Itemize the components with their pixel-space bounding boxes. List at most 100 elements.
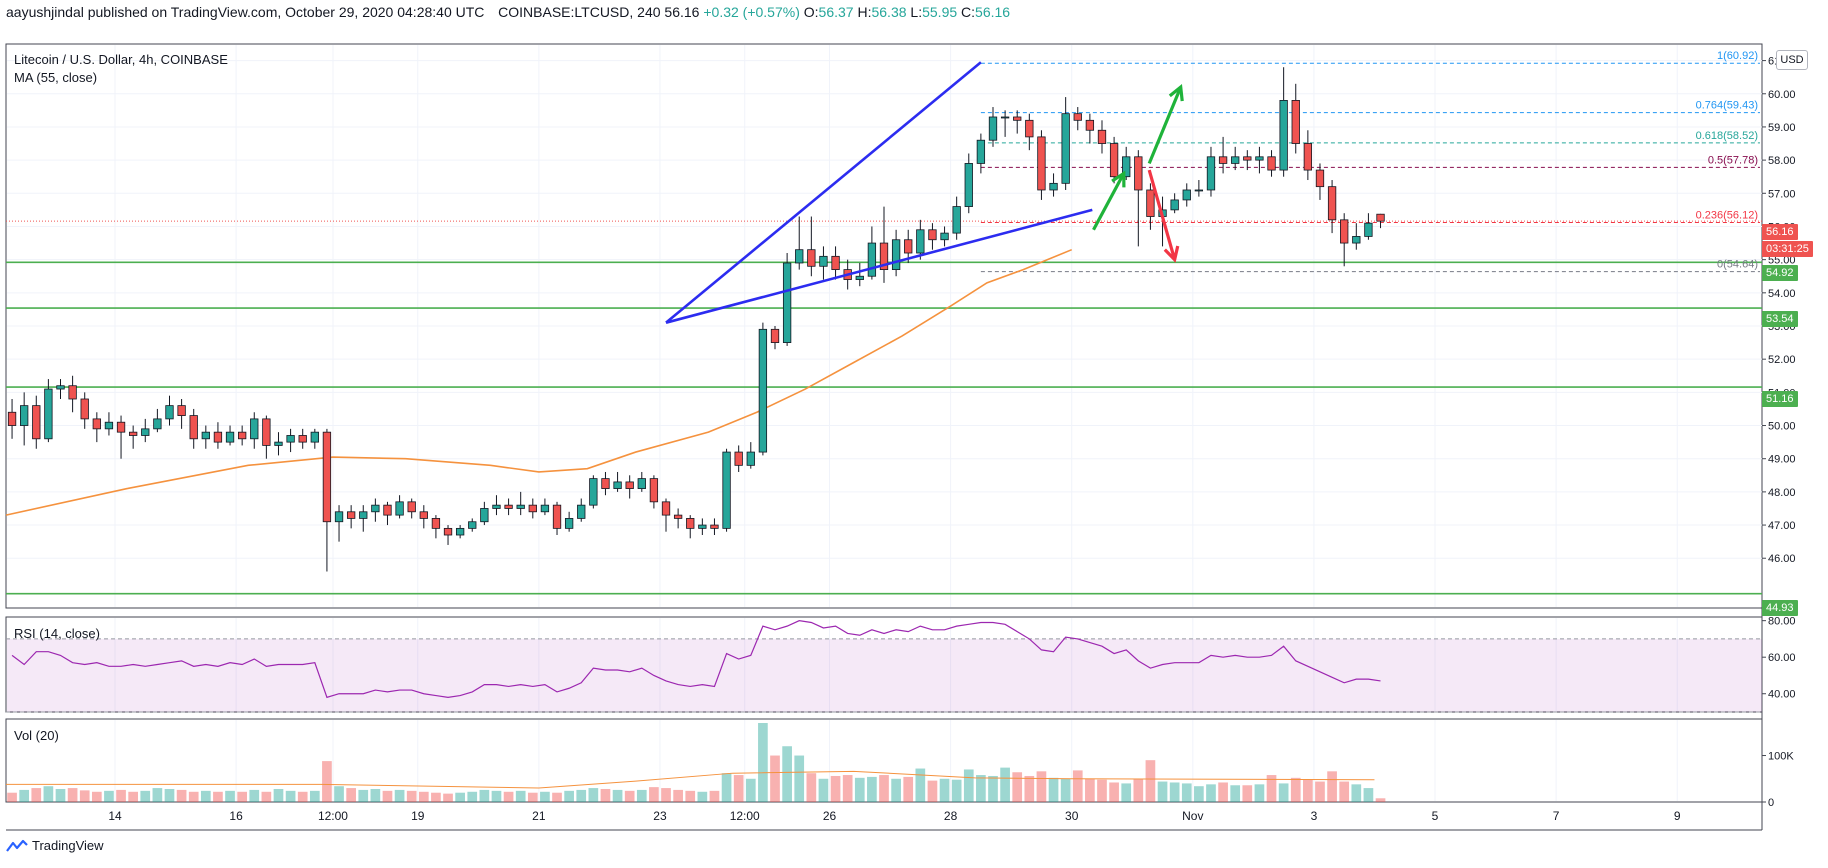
candle-body	[213, 431, 223, 443]
volume-bar	[104, 790, 114, 802]
fib-level-label: 0.764(59.43)	[1696, 100, 1758, 112]
candle-body	[601, 478, 610, 489]
candle-body	[1061, 113, 1070, 184]
close-label: C:	[961, 4, 976, 20]
open-label: O:	[803, 4, 819, 20]
candle-body	[153, 418, 162, 430]
candle-body	[56, 385, 65, 390]
candle-body	[237, 431, 247, 440]
high-value: 56.38	[871, 4, 907, 20]
legend-rsi[interactable]: RSI (14, close)	[14, 626, 100, 641]
legend-main[interactable]: Litecoin / U.S. Dollar, 4h, COINBASE	[14, 52, 228, 67]
candle-body	[359, 511, 368, 519]
up-arrow	[1092, 172, 1126, 231]
candle-body	[1255, 156, 1264, 161]
y-tick-label: 46.00	[1768, 553, 1796, 565]
candle-body	[1194, 189, 1204, 192]
author[interactable]: aayushjindal	[6, 4, 84, 20]
volume-bar	[758, 723, 768, 802]
candle-body	[1073, 113, 1082, 121]
volume-bar	[358, 789, 369, 802]
candle-body	[419, 511, 428, 519]
y-tick-label: 58.00	[1768, 155, 1796, 167]
x-tick-label: 19	[411, 809, 425, 823]
tradingview-logo-icon[interactable]	[6, 839, 28, 853]
volume-bar	[721, 773, 732, 802]
candle-body	[734, 451, 743, 466]
candle-body	[831, 255, 840, 270]
candle-body	[189, 415, 198, 440]
volume-bar	[116, 789, 126, 802]
volume-bar	[515, 790, 526, 802]
volume-bar	[370, 788, 381, 802]
candle-body	[1122, 156, 1131, 178]
footer: TradingView	[6, 838, 104, 853]
candle-body	[1364, 222, 1373, 237]
volume-ma-line	[6, 770, 1375, 789]
candle-body	[322, 431, 332, 523]
footer-brand[interactable]: TradingView	[32, 838, 104, 853]
candle-body	[274, 441, 283, 446]
candle-body	[1352, 236, 1361, 244]
volume-bar	[976, 775, 986, 802]
volume-bar	[649, 787, 659, 802]
volume-bar	[1266, 775, 1277, 802]
volume-bar	[43, 786, 54, 802]
volume-bar	[309, 790, 320, 802]
candle-body	[1109, 143, 1119, 178]
volume-bar	[213, 791, 223, 802]
candle-body	[552, 504, 562, 529]
legend-volume[interactable]: Vol (20)	[14, 728, 59, 743]
volume-bar	[1254, 784, 1265, 802]
candle-body	[807, 249, 816, 267]
volume-bar	[273, 788, 284, 802]
candle-body	[613, 481, 622, 489]
x-tick-label: 21	[532, 809, 546, 823]
volume-bar	[661, 788, 671, 802]
volume-bar	[91, 791, 102, 802]
volume-bar	[782, 746, 792, 802]
candle-body	[758, 328, 768, 453]
candle-body	[1315, 169, 1325, 188]
volume-bar	[527, 792, 538, 802]
candle-body	[516, 504, 525, 509]
y-tick-label: 47.00	[1768, 520, 1796, 532]
candle-body	[455, 527, 465, 536]
candle-body	[964, 163, 973, 207]
legend-ma[interactable]: MA (55, close)	[14, 70, 98, 85]
candle-body	[346, 511, 356, 519]
trendline	[665, 61, 982, 324]
volume-bar	[745, 778, 756, 802]
volume-bar	[1072, 770, 1083, 802]
candle-body	[867, 242, 877, 277]
fib-level-label: 0.236(56.12)	[1696, 209, 1758, 221]
volume-bar	[1048, 777, 1059, 802]
volume-bar	[1218, 782, 1228, 802]
candle-body	[770, 328, 780, 343]
candle-body	[7, 411, 17, 426]
volume-bar	[382, 790, 393, 802]
up-arrow	[1147, 86, 1183, 165]
candle-body	[625, 481, 634, 489]
candle-body	[201, 431, 210, 440]
candle-body	[141, 428, 150, 436]
volume-bar	[225, 790, 235, 802]
volume-bar	[636, 789, 647, 802]
volume-bar	[709, 790, 720, 802]
candle-body	[722, 451, 731, 529]
candle-body	[286, 435, 295, 443]
volume-bar	[140, 790, 151, 802]
support-tag-3: 51.16	[1762, 391, 1798, 407]
fib-level-label: 0.618(58.52)	[1696, 130, 1758, 142]
candle-body	[916, 229, 925, 254]
volume-bar	[564, 790, 574, 802]
countdown-tag: 03:31:25	[1762, 241, 1813, 257]
rsi-tick-label: 80.00	[1768, 616, 1796, 628]
candle-body	[431, 518, 441, 529]
volume-bar	[346, 788, 356, 802]
candle-body	[1243, 156, 1252, 161]
volume-bar	[927, 780, 938, 802]
x-tick-label: 12:00	[318, 809, 348, 823]
currency-badge[interactable]: USD	[1776, 50, 1808, 70]
